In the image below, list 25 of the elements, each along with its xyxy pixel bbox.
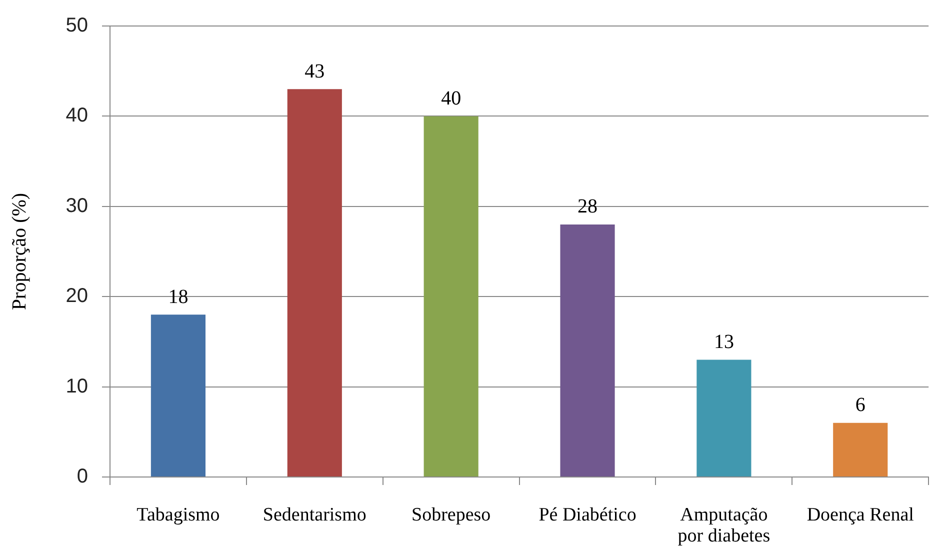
- x-tick-label: Pé Diabético: [538, 504, 636, 526]
- y-tick-label: 10: [66, 375, 88, 398]
- data-label: 6: [855, 394, 866, 416]
- bar: [424, 116, 478, 476]
- data-label: 28: [578, 196, 598, 218]
- x-tick-label: Sedentarismo: [262, 504, 366, 526]
- x-tick-label: Amputação por diabetes: [678, 504, 770, 546]
- y-tick-label: 30: [66, 194, 88, 217]
- y-tick-label: 20: [66, 285, 88, 308]
- data-label: 40: [441, 87, 462, 110]
- y-tick-label: 50: [66, 14, 88, 37]
- bar: [287, 89, 342, 476]
- x-tick-label: Sobrepeso: [412, 504, 491, 526]
- bar: [833, 422, 888, 476]
- x-tick-label: Tabagismo: [136, 504, 220, 526]
- y-tick-label: 0: [76, 466, 88, 488]
- data-label: 43: [304, 60, 325, 82]
- bar: [150, 314, 206, 476]
- x-tick-label: Doença Renal: [806, 504, 914, 526]
- y-tick-label: 40: [66, 104, 88, 127]
- data-label: 13: [714, 330, 734, 353]
- bar: [560, 224, 615, 476]
- data-label: 18: [168, 286, 188, 308]
- bar: [696, 360, 752, 476]
- y-axis-title: Proporção (%): [8, 192, 30, 310]
